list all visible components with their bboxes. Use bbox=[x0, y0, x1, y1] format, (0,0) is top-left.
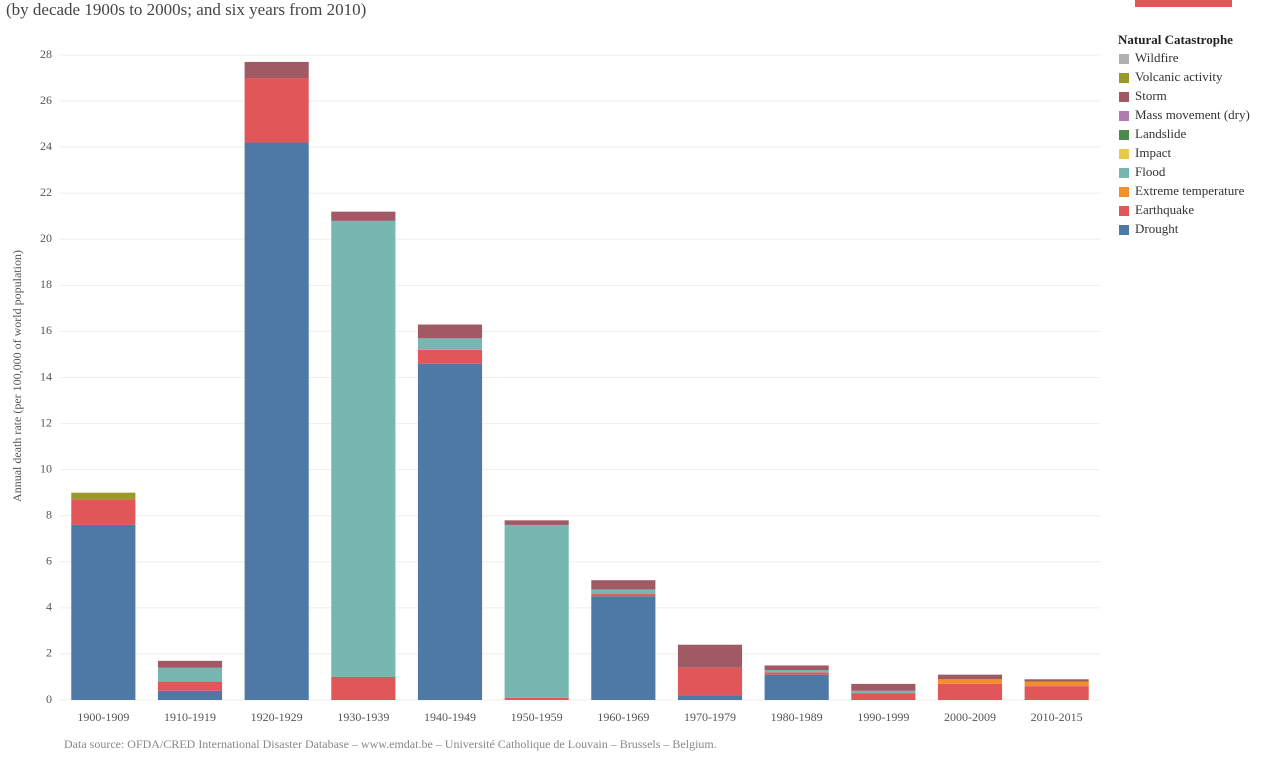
y-tick-label: 6 bbox=[46, 554, 52, 568]
x-tick-label: 2010-2015 bbox=[1031, 710, 1083, 724]
legend-label: Mass movement (dry) bbox=[1135, 107, 1250, 122]
y-tick-label: 10 bbox=[40, 461, 52, 475]
legend-label: Extreme temperature bbox=[1135, 183, 1245, 198]
bar-segment bbox=[157, 681, 223, 691]
bar-segment bbox=[157, 667, 223, 682]
legend-label: Volcanic activity bbox=[1135, 69, 1223, 84]
bar-segment bbox=[937, 683, 1003, 700]
legend-title: Natural Catastrophe bbox=[1118, 32, 1233, 47]
bar-segment bbox=[764, 672, 829, 675]
bar-segment bbox=[677, 695, 743, 700]
chart-subtitle: (by decade 1900s to 2000s; and six years… bbox=[6, 0, 366, 19]
legend-label: Wildfire bbox=[1135, 50, 1179, 65]
bar-segment bbox=[591, 596, 656, 700]
bar-segment bbox=[764, 670, 829, 673]
y-tick-label: 4 bbox=[46, 600, 52, 614]
bar-segment bbox=[764, 665, 829, 671]
x-tick-label: 1950-1959 bbox=[511, 710, 563, 724]
bar-segment bbox=[677, 644, 743, 668]
bar-segment bbox=[591, 589, 656, 595]
bar-segment bbox=[417, 324, 483, 339]
bar-segment bbox=[504, 524, 569, 698]
bar-segment bbox=[1024, 681, 1089, 687]
y-tick-label: 26 bbox=[40, 93, 52, 107]
bar-segment bbox=[71, 492, 136, 500]
bar-segment bbox=[157, 660, 223, 668]
y-tick-label: 24 bbox=[40, 139, 52, 153]
bar-segment bbox=[504, 520, 569, 525]
legend-label: Storm bbox=[1135, 88, 1167, 103]
bar-segment bbox=[244, 78, 309, 143]
bar-segment bbox=[1024, 679, 1089, 682]
bar-segment bbox=[1024, 686, 1089, 700]
y-tick-label: 16 bbox=[40, 323, 52, 337]
legend-swatch bbox=[1119, 73, 1129, 83]
x-tick-label: 1930-1939 bbox=[337, 710, 389, 724]
x-tick-label: 1970-1979 bbox=[684, 710, 736, 724]
legend-swatch bbox=[1119, 111, 1129, 121]
x-tick-label: 2000-2009 bbox=[944, 710, 996, 724]
y-tick-label: 12 bbox=[40, 415, 52, 429]
bar-segment bbox=[244, 142, 309, 701]
bar-segment bbox=[764, 674, 829, 700]
x-tick-label: 1940-1949 bbox=[424, 710, 476, 724]
y-axis-label: Annual death rate (per 100,000 of world … bbox=[10, 250, 24, 502]
legend-swatch bbox=[1119, 54, 1129, 64]
bar-segment bbox=[71, 499, 136, 525]
legend-swatch bbox=[1119, 92, 1129, 102]
x-tick-label: 1990-1999 bbox=[857, 710, 909, 724]
legend-swatch bbox=[1119, 130, 1129, 140]
bar-segment bbox=[331, 211, 396, 221]
source-note: Data source: OFDA/CRED International Dis… bbox=[64, 737, 717, 751]
y-tick-label: 8 bbox=[46, 507, 52, 521]
bar-segment bbox=[851, 683, 916, 691]
y-tick-label: 2 bbox=[46, 646, 52, 660]
x-tick-label: 1910-1919 bbox=[164, 710, 216, 724]
bar-segment bbox=[157, 690, 223, 700]
bar-segment bbox=[331, 676, 396, 700]
legend-label: Flood bbox=[1135, 164, 1166, 179]
y-tick-label: 20 bbox=[40, 231, 52, 245]
legend-swatch bbox=[1119, 168, 1129, 178]
legend-swatch bbox=[1119, 206, 1129, 216]
x-tick-label: 1980-1989 bbox=[771, 710, 823, 724]
bar-segment bbox=[591, 580, 656, 590]
decoration bbox=[1135, 0, 1232, 7]
legend-label: Drought bbox=[1135, 221, 1179, 236]
bar-segment bbox=[417, 363, 483, 700]
legend-label: Earthquake bbox=[1135, 202, 1194, 217]
legend-swatch bbox=[1119, 225, 1129, 235]
y-tick-label: 22 bbox=[40, 185, 52, 199]
bar-segment bbox=[417, 338, 483, 350]
legend-swatch bbox=[1119, 187, 1129, 197]
bar-segment bbox=[244, 61, 309, 79]
bar-segment bbox=[937, 679, 1003, 684]
bar-segment bbox=[504, 697, 569, 700]
bar-segment bbox=[851, 693, 916, 700]
bar-segment bbox=[937, 674, 1003, 680]
x-tick-label: 1920-1929 bbox=[251, 710, 303, 724]
legend-label: Landslide bbox=[1135, 126, 1186, 141]
y-tick-label: 0 bbox=[46, 692, 52, 706]
bar-segment bbox=[677, 667, 743, 696]
y-tick-label: 18 bbox=[40, 277, 52, 291]
bar-segment bbox=[331, 220, 396, 677]
legend-label: Impact bbox=[1135, 145, 1171, 160]
bar-segment bbox=[851, 690, 916, 694]
legend-swatch bbox=[1119, 149, 1129, 159]
x-tick-label: 1900-1909 bbox=[77, 710, 129, 724]
bar-segment bbox=[417, 349, 483, 364]
x-tick-label: 1960-1969 bbox=[597, 710, 649, 724]
bar-segment bbox=[71, 524, 136, 700]
bar-segment bbox=[591, 594, 656, 597]
y-tick-label: 28 bbox=[40, 47, 52, 61]
y-tick-label: 14 bbox=[40, 369, 52, 383]
